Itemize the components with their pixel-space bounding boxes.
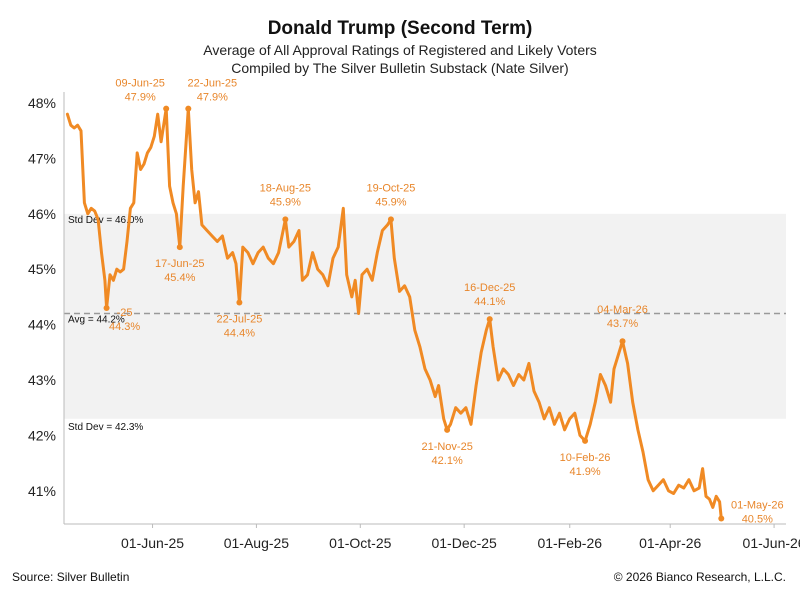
annotation-marker (444, 426, 451, 433)
annotation-value-label: 47.9% (125, 92, 156, 104)
annotation-value-label: 43.7% (607, 318, 638, 330)
annotation-date-label: -25 (117, 307, 133, 319)
annotation-marker (103, 305, 110, 311)
approval-series-line (65, 107, 723, 520)
annotation-marker (387, 216, 394, 223)
axes-layer: 48% 47% 46% 45% 44% 43% 42% 41% 01-Jun-25 01-Aug-… (28, 92, 800, 551)
annotation-value-label: 45.4% (164, 272, 195, 284)
chart-title: Donald Trump (Second Term) (267, 18, 533, 39)
y-tick-label: 47% (28, 150, 56, 166)
x-tick-label: 01-Aug-25 (224, 535, 290, 551)
annotation-value-label: 44.3% (109, 321, 140, 333)
annotation-value-label: 40.5% (742, 513, 773, 525)
x-tick-label: 01-Feb-26 (537, 535, 602, 551)
annotation-date-label: 22-Jul-25 (216, 313, 262, 325)
series-line-layer (65, 107, 723, 520)
annotation-value-label: 42.1% (432, 455, 463, 467)
y-tick-label: 44% (28, 317, 56, 333)
std-dev-band-layer: Std Dev = 46.0% Avg = 44.2% Std Dev = 42.3… (64, 213, 786, 433)
std-dev-upper-label: Std Dev = 46.0% (68, 215, 143, 226)
annotation-marker (176, 244, 183, 251)
annotation-date-label: 22-Jun-25 (188, 78, 238, 90)
annotation-marker (619, 338, 626, 345)
annotation-value-label: 44.1% (474, 296, 505, 308)
annotation-date-label: 18-Aug-25 (260, 182, 311, 194)
y-tick-label: 46% (28, 206, 56, 222)
source-note: Source: Silver Bulletin (12, 570, 130, 584)
x-tick-label: 01-Jun-25 (121, 535, 184, 551)
annotation-value-label: 44.4% (224, 327, 255, 339)
y-tick-label: 43% (28, 372, 56, 388)
annotation-date-label: 09-Jun-25 (115, 78, 165, 90)
annotation-value-label: 47.9% (197, 92, 228, 104)
annotation-marker (486, 316, 493, 323)
annotation-date-label: 19-Oct-25 (366, 182, 415, 194)
std-dev-band (64, 213, 786, 419)
annotation-marker (282, 216, 289, 223)
annotation-marker (185, 105, 192, 112)
annotation-date-label: 17-Jun-25 (155, 258, 205, 270)
annotation-value-label: 41.9% (569, 466, 600, 478)
average-label: Avg = 44.2% (68, 315, 125, 326)
annotation-value-label: 45.9% (270, 196, 301, 208)
annotation-date-label: 01-May-26 (731, 499, 784, 511)
annotation-date-label: 16-Dec-25 (464, 282, 515, 294)
x-tick-label: 01-Oct-25 (329, 535, 391, 551)
y-tick-label: 41% (28, 483, 56, 499)
annotation-date-label: 10-Feb-26 (560, 452, 611, 464)
chart-subtitle-line-1: Average of All Approval Ratings of Regis… (203, 42, 597, 58)
annotation-marker (718, 515, 725, 522)
annotation-layer: -25 44.3% 09-Jun-25 47.9% 17-Jun-25 45.4% 22-J… (103, 78, 784, 525)
y-tick-label: 42% (28, 427, 56, 443)
annotation-value-label: 45.9% (375, 196, 406, 208)
x-tick-label: 01-Jun-26 (743, 535, 800, 551)
x-tick-label: 01-Apr-26 (639, 535, 701, 551)
y-tick-label: 45% (28, 261, 56, 277)
annotation-date-label: 04-Mar-26 (597, 304, 648, 316)
y-tick-label: 48% (28, 95, 56, 111)
copyright-note: © 2026 Bianco Research, L.L.C. (613, 570, 786, 584)
x-tick-label: 01-Dec-25 (431, 535, 497, 551)
annotation-marker (236, 299, 243, 306)
std-dev-lower-label: Std Dev = 42.3% (68, 422, 143, 433)
annotation-marker (582, 437, 589, 444)
chart-subtitle-line-2: Compiled by The Silver Bulletin Substack… (231, 60, 569, 76)
annotation-date-label: 21-Nov-25 (421, 441, 472, 453)
annotation-marker (163, 105, 170, 112)
